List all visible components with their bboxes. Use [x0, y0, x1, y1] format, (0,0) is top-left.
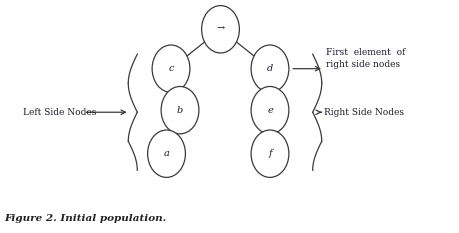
Ellipse shape: [251, 45, 289, 92]
Text: Figure 2. Initial population.: Figure 2. Initial population.: [5, 214, 167, 223]
Text: d: d: [267, 64, 273, 73]
Text: First  element  of
right side nodes: First element of right side nodes: [326, 48, 406, 69]
Text: f: f: [268, 149, 272, 158]
Text: b: b: [177, 106, 183, 115]
Ellipse shape: [161, 86, 199, 134]
Ellipse shape: [202, 6, 240, 53]
Text: e: e: [267, 106, 273, 115]
Ellipse shape: [251, 130, 289, 177]
Ellipse shape: [251, 86, 289, 134]
Ellipse shape: [152, 45, 190, 92]
Text: →: →: [217, 25, 224, 34]
Text: Right Side Nodes: Right Side Nodes: [324, 108, 404, 117]
Text: c: c: [168, 64, 174, 73]
Ellipse shape: [148, 130, 185, 177]
Text: Left Side Nodes: Left Side Nodes: [22, 108, 96, 117]
Text: a: a: [163, 149, 169, 158]
